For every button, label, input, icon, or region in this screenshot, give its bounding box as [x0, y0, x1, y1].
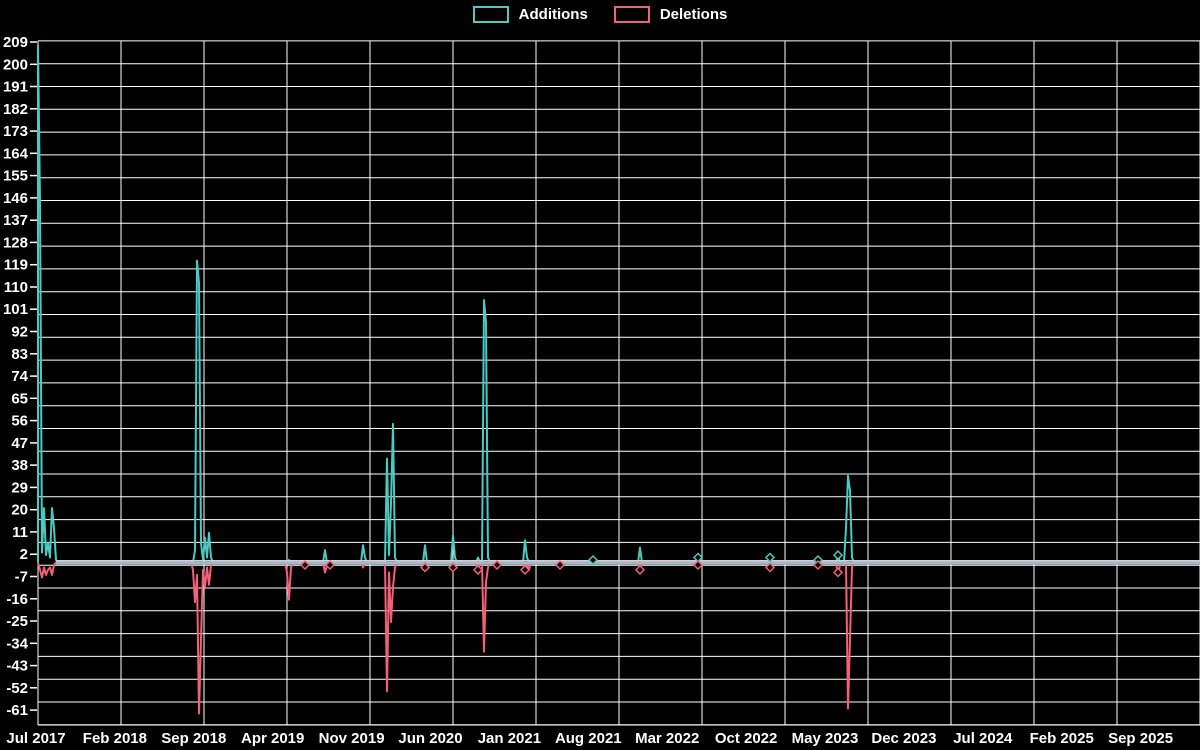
- y-tick-label: -61: [6, 702, 28, 719]
- y-tick-label: 155: [3, 168, 28, 185]
- x-axis-labels: Jul 2017 Feb 2018 Sep 2018 Apr 2019 Nov 2019…: [6, 730, 1173, 747]
- y-tick-label: 128: [3, 234, 28, 251]
- diamond-marker: [692, 559, 704, 571]
- y-tick-label: 38: [11, 457, 28, 474]
- diamond-marker: [491, 559, 503, 571]
- y-tick-label: -16: [6, 591, 28, 608]
- x-tick-label: Mar 2022: [635, 730, 699, 747]
- x-tick-label: Feb 2025: [1030, 730, 1094, 747]
- y-tick-label: 191: [3, 79, 28, 96]
- y-tick-label: 83: [11, 346, 28, 363]
- diamond-marker: [764, 562, 776, 573]
- x-tick-label: Dec 2023: [871, 730, 936, 747]
- y-tick-label: 146: [3, 190, 28, 207]
- y-tick-label: -34: [6, 635, 28, 652]
- x-tick-label: Jun 2020: [398, 730, 462, 747]
- x-tick-label: May 2023: [792, 730, 859, 747]
- y-tick-label: 164: [3, 145, 29, 162]
- y-tick-label: 209: [3, 34, 28, 51]
- y-tick-label: 20: [11, 502, 28, 519]
- diamond-marker: [554, 559, 566, 571]
- y-tick-label: 101: [3, 301, 28, 318]
- legend: Additions Deletions: [0, 6, 1200, 23]
- y-tick-label: 11: [12, 524, 28, 541]
- x-tick-label: Jan 2021: [478, 730, 541, 747]
- x-tick-label: Sep 2025: [1108, 730, 1173, 747]
- y-axis-labels: 209 200 191 182 173 164 155 146 137 128 119 110 101 9…: [3, 34, 37, 719]
- x-tick-label: Nov 2019: [319, 730, 385, 747]
- diamond-marker: [832, 550, 844, 561]
- diamond-marker: [832, 567, 844, 578]
- y-tick-label: 92: [11, 324, 28, 341]
- diamond-marker: [587, 554, 599, 566]
- y-tick-label: -7: [15, 569, 28, 586]
- x-tick-label: Jul 2017: [6, 730, 65, 747]
- x-tick-label: Feb 2018: [83, 730, 147, 747]
- legend-label-additions: Additions: [518, 6, 588, 23]
- y-tick-label: -43: [6, 658, 28, 675]
- additions-markers: [587, 550, 844, 566]
- y-tick-label: 74: [11, 368, 28, 385]
- x-tick-label: Oct 2022: [715, 730, 778, 747]
- deletions-swatch-icon: [613, 6, 650, 23]
- deletions-markers: [299, 559, 844, 578]
- y-tick-label: -25: [6, 613, 28, 630]
- diamond-marker: [634, 564, 646, 575]
- y-tick-label: 47: [11, 435, 28, 452]
- y-tick-label: 119: [4, 257, 28, 274]
- diamond-marker: [447, 562, 459, 573]
- diamond-marker: [519, 564, 531, 575]
- diamond-marker: [299, 559, 311, 571]
- x-tick-label: Sep 2018: [161, 730, 226, 747]
- diamond-marker: [419, 562, 431, 573]
- y-tick-label: -52: [6, 680, 28, 697]
- y-tick-label: 200: [3, 56, 28, 73]
- x-tick-label: Apr 2019: [241, 730, 304, 747]
- y-tick-label: 182: [3, 101, 28, 118]
- gridlines: [37, 40, 1200, 726]
- y-tick-label: 65: [11, 390, 28, 407]
- x-tick-label: Jul 2024: [953, 730, 1013, 747]
- y-tick-label: 56: [11, 413, 28, 430]
- x-tick-label: Aug 2021: [555, 730, 622, 747]
- y-tick-label: 29: [11, 479, 28, 496]
- diamond-marker: [472, 564, 484, 575]
- legend-label-deletions: Deletions: [659, 6, 728, 23]
- y-tick-label: 173: [3, 123, 28, 140]
- diamond-marker: [324, 559, 336, 571]
- y-tick-label: 137: [3, 212, 28, 229]
- diamond-marker: [764, 552, 776, 563]
- additions-swatch-icon: [472, 6, 509, 23]
- legend-item-additions[interactable]: Additions: [472, 6, 588, 23]
- y-tick-label: 2: [20, 546, 28, 563]
- y-tick-label: 110: [4, 279, 28, 296]
- legend-item-deletions[interactable]: Deletions: [613, 6, 728, 23]
- diamond-marker: [812, 559, 824, 571]
